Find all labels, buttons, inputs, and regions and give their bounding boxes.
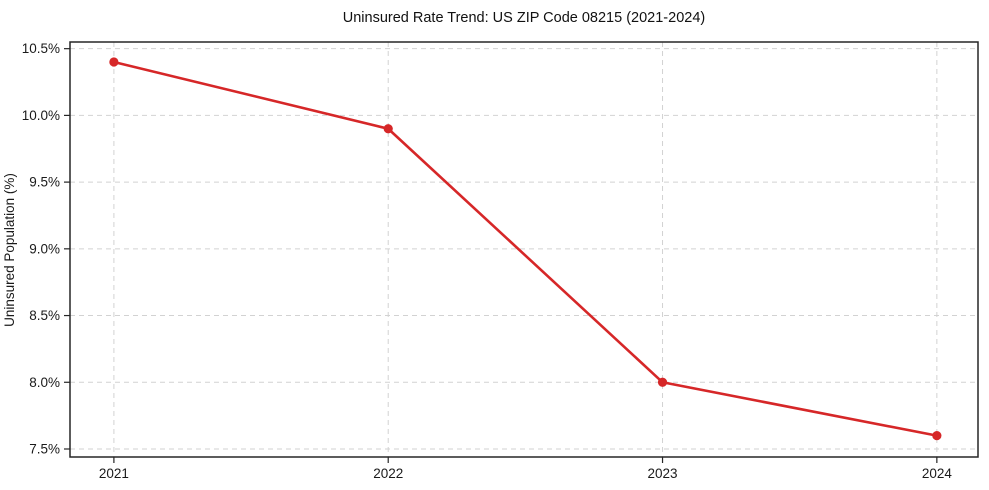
series-layer	[109, 57, 942, 441]
y-tick-label: 8.5%	[29, 308, 60, 323]
y-axis-label: Uninsured Population (%)	[2, 173, 17, 327]
y-tick-label: 7.5%	[29, 441, 60, 456]
chart-title: Uninsured Rate Trend: US ZIP Code 08215 …	[343, 10, 705, 26]
y-tick-label: 8.0%	[29, 375, 60, 390]
plot-area	[70, 42, 978, 457]
data-point-marker	[932, 431, 942, 441]
data-point-marker	[109, 57, 119, 67]
x-tick-label: 2023	[648, 466, 678, 481]
trend-line	[112, 60, 939, 437]
tick-layer: 7.5% 8.0% 8.5% 9.0% 9.5% 10.0% 10.5% 2021 2022 20…	[22, 41, 953, 481]
data-point-marker	[383, 124, 393, 134]
x-tick-label: 2021	[99, 466, 129, 481]
x-tick-label: 2024	[922, 466, 953, 481]
y-tick-label: 9.0%	[29, 241, 60, 256]
grid-layer	[70, 42, 978, 457]
y-tick-label: 10.5%	[22, 41, 60, 56]
plot-frame	[69, 41, 979, 458]
y-tick-label: 9.5%	[29, 175, 60, 190]
y-tick-label: 10.0%	[22, 108, 60, 123]
x-tick-label: 2022	[373, 466, 403, 481]
data-point-marker	[657, 377, 668, 387]
